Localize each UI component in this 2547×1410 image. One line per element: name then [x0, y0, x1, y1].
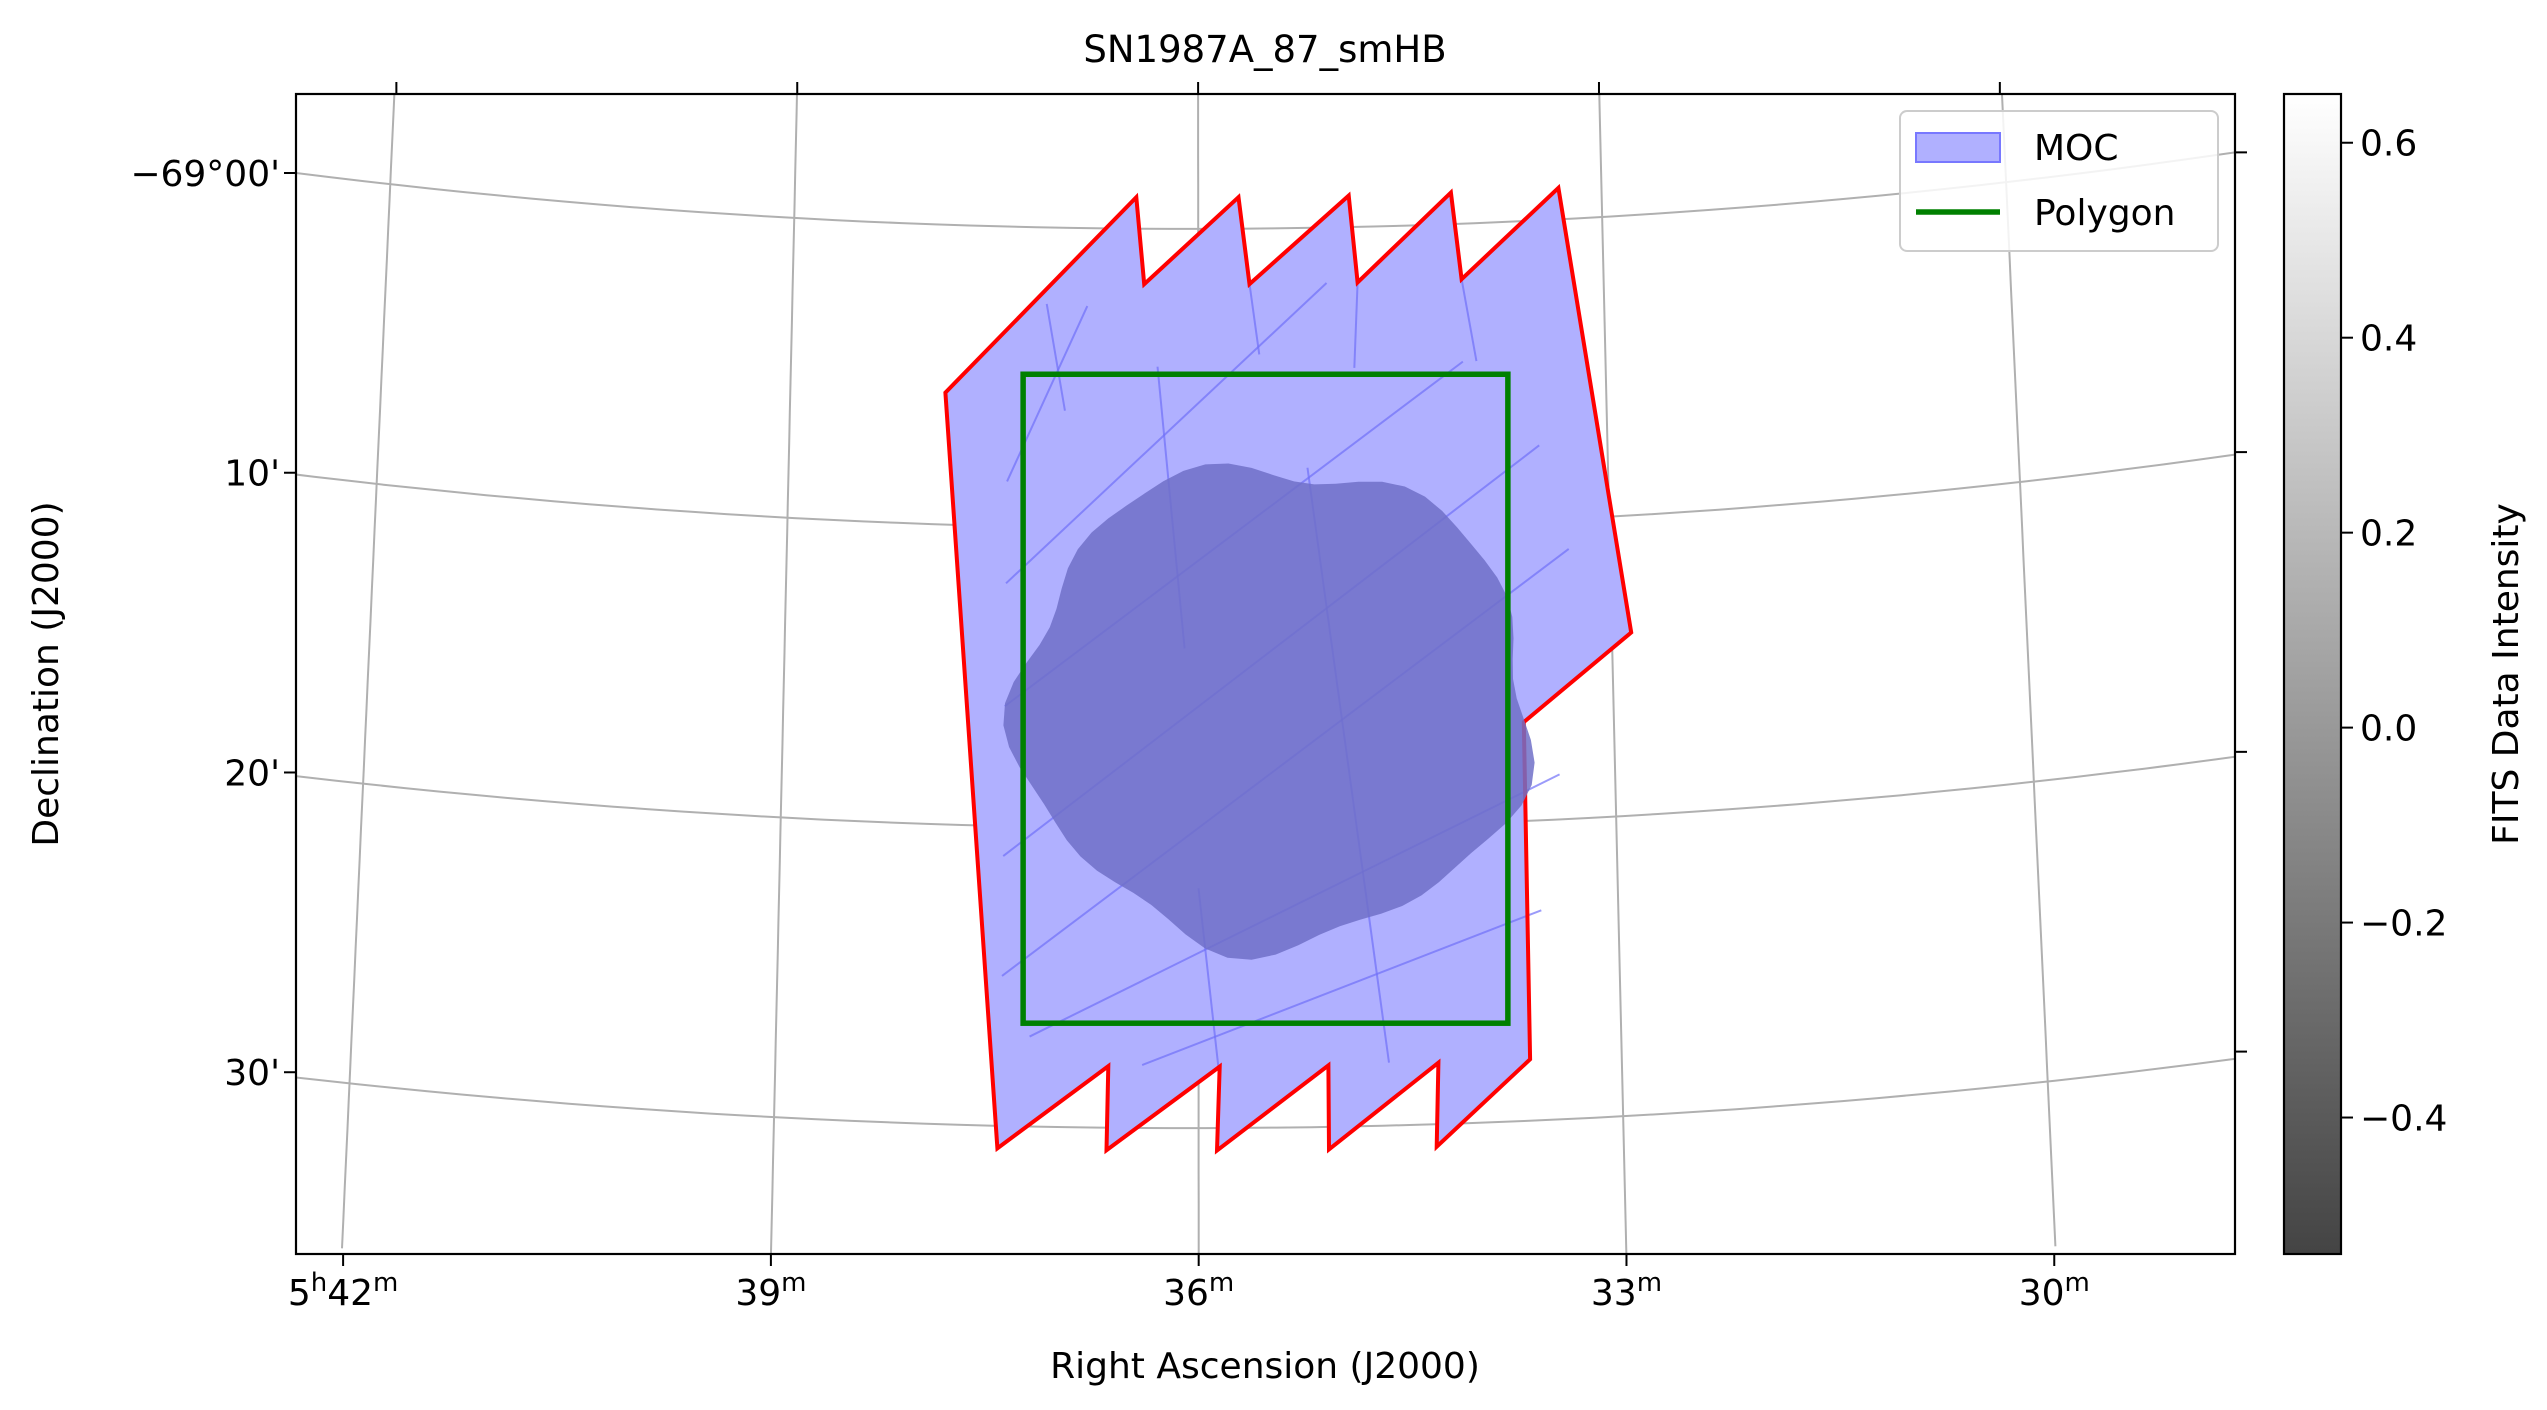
moc-cell-edge [1005, 282, 1328, 585]
ra-grid-line [341, 94, 396, 1249]
ra-tick-label: 30m [2019, 1268, 2090, 1314]
moc-cell-edge [1045, 303, 1066, 411]
legend-polygon-label: Polygon [2034, 193, 2175, 234]
axis-ticks: 5h42m 39m 36m 33m 30m −69°00' 10' 20' 30' [130, 82, 2247, 1314]
ra-tick-label: 5h42m [288, 1268, 399, 1314]
moc-cell-edge [1248, 283, 1261, 355]
polygon-outline [1020, 371, 1511, 1026]
ra-tick-label: 39m [735, 1268, 806, 1314]
colorbar-tick-label: 0.4 [2360, 319, 2417, 360]
x-axis-label: Right Ascension (J2000) [1050, 1346, 1480, 1387]
legend-moc-swatch [1915, 132, 2001, 163]
plot-area [296, 94, 2235, 1254]
chart-title: SN1987A_87_smHB [1083, 28, 1446, 71]
dec-grid-line [296, 1057, 2235, 1130]
colorbar-tick-label: 0.6 [2360, 124, 2417, 165]
colorbar-gradient [2282, 92, 2343, 1256]
axes-frame [294, 92, 2237, 1256]
colorbar-tick-label: −0.2 [2360, 904, 2447, 945]
dec-tick-label: 20' [224, 753, 280, 794]
moc-cell-edge [1460, 279, 1478, 362]
fits-image-region [1003, 463, 1535, 960]
ra-grid-line [769, 94, 798, 1254]
y-axis-label: Declination (J2000) [26, 501, 67, 846]
colorbar-tick-label: 0.2 [2360, 514, 2417, 555]
dec-tick-label: 30' [224, 1053, 280, 1094]
colorbar: 0.6 0.4 0.2 0.0 −0.2 −0.4 FITS Data Intensity [2282, 92, 2527, 1256]
moc-cell-edge [1141, 909, 1542, 1066]
colorbar-tick-label: 0.0 [2360, 709, 2417, 750]
legend: MOC Polygon [1899, 110, 2219, 252]
colorbar-tick-label: −0.4 [2360, 1099, 2447, 1140]
dec-tick-label: −69°00' [130, 154, 280, 195]
polygon-region [1020, 371, 1511, 1026]
colorbar-label: FITS Data Intensity [2486, 503, 2527, 845]
ra-tick-label: 33m [1591, 1268, 1662, 1314]
moc-cell-edge [1353, 282, 1359, 368]
ra-grid-line [1598, 94, 1628, 1254]
dec-tick-label: 10' [224, 454, 280, 495]
legend-moc-label: MOC [2034, 128, 2119, 169]
fits-image [1003, 463, 1535, 960]
ra-tick-label: 36m [1163, 1268, 1234, 1314]
colorbar-ticks: 0.6 0.4 0.2 0.0 −0.2 −0.4 [2341, 124, 2447, 1140]
